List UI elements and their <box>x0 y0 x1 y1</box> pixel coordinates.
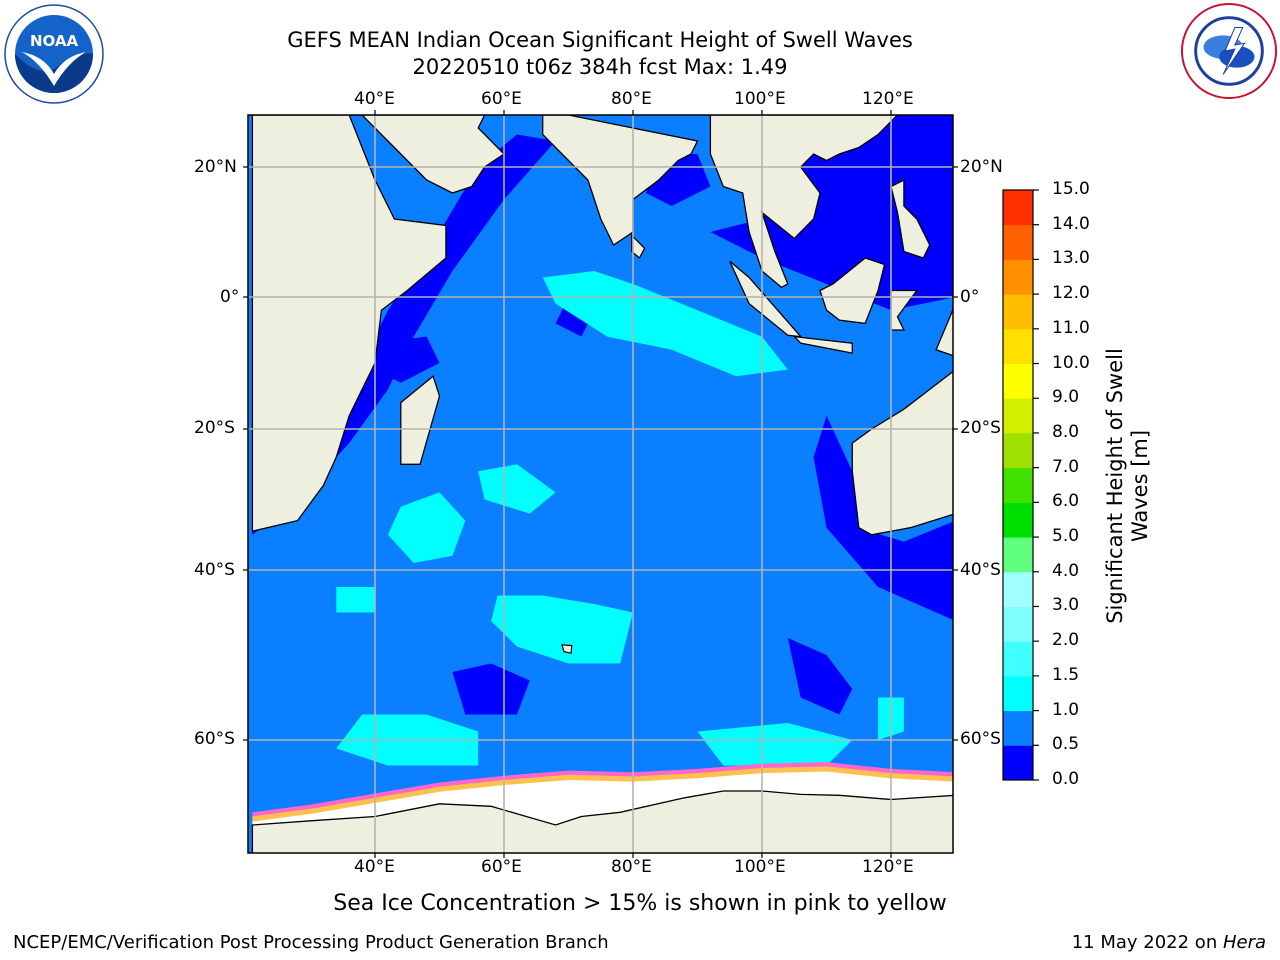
low-swell-region <box>452 663 530 715</box>
colorbar-segment <box>1003 537 1033 573</box>
colorbar-frame <box>1002 189 1034 781</box>
nws-logo <box>1180 2 1278 100</box>
lon-label-top-60e: 60°E <box>481 89 522 109</box>
colorbar-tick-label: 6.0 <box>1052 491 1080 512</box>
moderate-swell-region <box>478 464 556 514</box>
colorbar-label-line1: Significant Height of Swell <box>1103 348 1127 624</box>
colorbar-tick-label: 5.0 <box>1052 526 1080 547</box>
noaa-logo: NOAA <box>4 4 104 104</box>
footer-date-text: 11 May 2022 on <box>1071 932 1223 953</box>
colorbar-label: Significant Height of Swell Waves [m] <box>1103 348 1153 624</box>
land-mass <box>252 115 506 194</box>
colorbar-label-line2: Waves [m] <box>1128 429 1152 543</box>
colorbar-segment <box>1003 259 1033 295</box>
low-swell-region <box>375 336 440 383</box>
lat-label-left-60s: 60°S <box>194 729 235 749</box>
colorbar-tick-label: 1.5 <box>1052 664 1080 685</box>
colorbar-segment <box>1003 571 1033 607</box>
lat-label-right-20n: 20°N <box>960 157 1003 177</box>
land-mass <box>709 115 899 289</box>
lon-label-bottom-100e: 100°E <box>734 857 786 877</box>
land-mass <box>851 370 953 536</box>
moderate-swell-region <box>491 595 633 664</box>
colorbar-tick-label: 13.0 <box>1052 248 1090 269</box>
lon-label-top-80e: 80°E <box>611 89 652 109</box>
land-mass <box>935 307 953 357</box>
colorbar-tick-label: 10.0 <box>1052 352 1090 373</box>
colorbar-tick-label: 8.0 <box>1052 421 1080 442</box>
colorbar-tick-label: 15.0 <box>1052 179 1090 199</box>
map-frame <box>247 114 954 854</box>
footer-branch: NCEP/EMC/Verification Post Processing Pr… <box>13 932 609 953</box>
colorbar-tick-label: 4.0 <box>1052 560 1080 581</box>
colorbar-tick-label: 9.0 <box>1052 387 1080 408</box>
colorbar-tick-label: 3.0 <box>1052 595 1080 616</box>
moderate-swell-region <box>387 492 466 563</box>
land-mass <box>631 233 646 260</box>
colorbar-tick-label: 12.0 <box>1052 283 1090 304</box>
colorbar-segment <box>1003 294 1033 330</box>
lat-label-left-40s: 40°S <box>194 560 235 580</box>
colorbar-segment <box>1003 710 1033 746</box>
lat-label-right-20s: 20°S <box>960 418 1001 438</box>
colorbar-tick-label: 0.0 <box>1052 769 1080 789</box>
lon-label-bottom-60e: 60°E <box>481 857 522 877</box>
footer-machine: Hera <box>1222 932 1266 953</box>
colorbar-segment <box>1003 432 1033 469</box>
lat-label-right-0: 0° <box>960 287 980 307</box>
land-mass <box>251 790 953 853</box>
colorbar-segment <box>1003 606 1033 642</box>
land-mass <box>792 335 853 354</box>
land-mass <box>819 257 886 325</box>
colorbar-tick-label: 2.0 <box>1052 630 1080 651</box>
colorbar-segment <box>1003 675 1033 712</box>
lon-label-top-40e: 40°E <box>354 89 395 109</box>
colorbar-segment <box>1003 467 1033 503</box>
colorbar-tick-label: 0.5 <box>1052 734 1080 755</box>
colorbar-tick-label: 11.0 <box>1052 317 1090 338</box>
lat-label-left-20n: 20°N <box>194 157 237 177</box>
colorbar-segment <box>1003 224 1033 260</box>
lon-label-bottom-40e: 40°E <box>354 857 395 877</box>
colorbar-segment <box>1003 502 1033 538</box>
land-mass <box>400 375 441 465</box>
lat-label-right-40s: 40°S <box>960 560 1001 580</box>
colorbar-segment <box>1003 190 1033 226</box>
moderate-swell-region <box>336 587 375 613</box>
lon-label-top-100e: 100°E <box>734 89 786 109</box>
lat-label-left-20s: 20°S <box>194 418 235 438</box>
land-mass <box>890 178 931 259</box>
map-subtitle: 20220510 t06z 384h fcst Max: 1.49 <box>412 55 788 79</box>
colorbar-segment <box>1003 641 1033 677</box>
kerguelen-island <box>561 644 573 655</box>
land-mass <box>251 115 447 533</box>
low-swell-region <box>813 415 953 620</box>
map-title: GEFS MEAN Indian Ocean Significant Heigh… <box>287 28 913 52</box>
svg-text:NOAA: NOAA <box>30 32 79 50</box>
lon-label-bottom-80e: 80°E <box>611 857 652 877</box>
low-swell-region <box>787 638 853 715</box>
colorbar-tick-label: 1.0 <box>1052 699 1080 720</box>
lon-label-top-120e: 120°E <box>862 89 914 109</box>
sea-ice-note: Sea Ice Concentration > 15% is shown in … <box>333 891 947 916</box>
colorbar-tick-label: 7.0 <box>1052 456 1080 477</box>
land-mass <box>542 115 699 246</box>
moderate-swell-region <box>697 723 853 766</box>
colorbar-segment <box>1003 398 1033 434</box>
lon-label-bottom-120e: 120°E <box>862 857 914 877</box>
colorbar-segment <box>1003 328 1033 365</box>
colorbar-tick-label: 14.0 <box>1052 213 1090 234</box>
lat-label-left-0: 0° <box>220 287 240 307</box>
lat-label-right-60s: 60°S <box>960 729 1001 749</box>
colorbar-segment <box>1003 745 1033 781</box>
footer-date: 11 May 2022 on Hera <box>1072 932 1266 953</box>
colorbar-segment <box>1003 363 1033 399</box>
